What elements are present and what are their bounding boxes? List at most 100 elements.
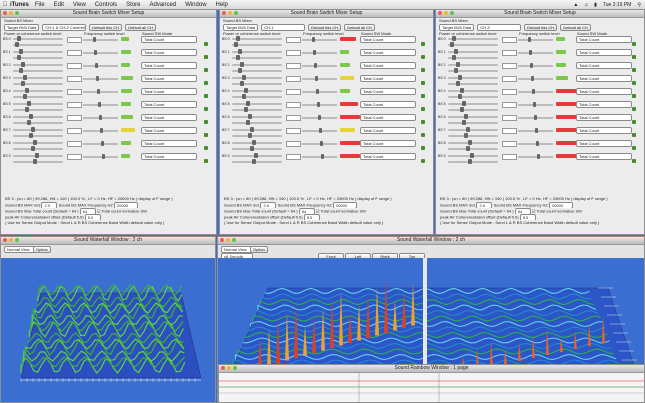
power-slider-low[interactable]	[232, 107, 282, 112]
power-value[interactable]	[286, 115, 301, 121]
freq-slider[interactable]	[518, 102, 553, 107]
rainbow-plot[interactable]	[219, 373, 645, 403]
power-slider[interactable]	[13, 140, 63, 145]
freq-slider[interactable]	[518, 115, 553, 120]
sw-mode-select[interactable]: Total Count	[360, 140, 416, 147]
sw-mode-select[interactable]: Total Count	[360, 62, 416, 69]
power-slider-low[interactable]	[232, 159, 282, 164]
minimize-button[interactable]	[228, 11, 232, 15]
sw-mode-select[interactable]: Total Count	[576, 127, 632, 134]
power-value[interactable]	[286, 76, 301, 82]
power-slider-low[interactable]	[448, 107, 498, 112]
minimize-button[interactable]	[444, 11, 448, 15]
power-slider-low[interactable]	[232, 81, 282, 86]
power-slider-low[interactable]	[13, 146, 63, 151]
normalize-checkbox[interactable]: ☑	[96, 208, 101, 214]
power-slider-low[interactable]	[448, 120, 498, 125]
power-slider[interactable]	[448, 114, 498, 119]
power-slider-low[interactable]	[13, 120, 63, 125]
power-value[interactable]	[67, 102, 82, 108]
sw-mode-select[interactable]: Total Count	[360, 153, 416, 160]
power-slider[interactable]	[13, 88, 63, 93]
freq-slider[interactable]	[83, 154, 118, 159]
minimize-button[interactable]	[9, 11, 13, 15]
power-value[interactable]	[286, 154, 301, 160]
power-slider[interactable]	[13, 114, 63, 119]
freq-slider[interactable]	[83, 141, 118, 146]
freq-slider[interactable]	[83, 76, 118, 81]
max-freq-input[interactable]: 20000	[548, 202, 573, 208]
sw-mode-select[interactable]: Total Count	[576, 140, 632, 147]
freq-slider[interactable]	[518, 63, 553, 68]
minimize-button[interactable]	[226, 238, 230, 242]
menu-help[interactable]: Help	[215, 1, 228, 8]
power-slider[interactable]	[232, 101, 282, 106]
sw-mode-select[interactable]: Total Count	[576, 153, 632, 160]
power-slider-low[interactable]	[13, 159, 63, 164]
freq-slider[interactable]	[518, 141, 553, 146]
sw-mode-select[interactable]: Total Count	[360, 75, 416, 82]
freq-slider[interactable]	[302, 89, 337, 94]
sw-mode-select[interactable]: Total Count	[360, 88, 416, 95]
power-slider-low[interactable]	[232, 120, 282, 125]
sw-mode-select[interactable]: Total Count	[576, 75, 632, 82]
max-freq-input[interactable]: 20000	[332, 202, 357, 208]
menu-window[interactable]: Window	[185, 1, 207, 8]
close-button[interactable]	[220, 238, 224, 242]
freq-slider[interactable]	[518, 37, 553, 42]
power-slider[interactable]	[13, 36, 63, 41]
power-value[interactable]	[67, 128, 82, 134]
menu-store[interactable]: Store	[126, 1, 141, 8]
freq-slider[interactable]	[83, 63, 118, 68]
menu-controls[interactable]: Controls	[94, 1, 118, 8]
power-slider-low[interactable]	[232, 68, 282, 73]
freq-slider[interactable]	[302, 37, 337, 42]
view-mode-select[interactable]: Normal View	[4, 246, 36, 253]
power-slider-low[interactable]	[448, 81, 498, 86]
power-slider[interactable]	[232, 114, 282, 119]
max-freq-input[interactable]: 20000	[113, 202, 138, 208]
power-value[interactable]	[502, 63, 517, 69]
zoom-button[interactable]	[234, 11, 238, 15]
sw-mode-select[interactable]: Total Count	[360, 101, 416, 108]
sw-mode-select[interactable]: Total Count	[141, 114, 197, 121]
power-value[interactable]	[502, 115, 517, 121]
freq-slider[interactable]	[518, 76, 553, 81]
power-value[interactable]	[67, 89, 82, 95]
sw-mode-select[interactable]: Total Count	[576, 88, 632, 95]
sw-mode-select[interactable]: Total Count	[360, 114, 416, 121]
sw-mode-select[interactable]: Total Count	[576, 114, 632, 121]
default-all-button[interactable]: Default all CH	[560, 23, 591, 31]
menu-advanced[interactable]: Advanced	[149, 1, 177, 8]
freq-slider[interactable]	[83, 89, 118, 94]
close-button[interactable]	[438, 11, 442, 15]
sw-mode-select[interactable]: Total Count	[141, 101, 197, 108]
power-value[interactable]	[502, 154, 517, 160]
power-slider-low[interactable]	[448, 42, 498, 47]
coherence-offset-input[interactable]: 5.0	[303, 214, 320, 220]
freq-slider[interactable]	[302, 102, 337, 107]
zoom-button[interactable]	[450, 11, 454, 15]
power-slider[interactable]	[232, 88, 282, 93]
default-ch-button[interactable]: Default this CH	[89, 23, 123, 31]
power-slider[interactable]	[448, 153, 498, 158]
power-slider[interactable]	[13, 127, 63, 132]
close-button[interactable]	[3, 238, 7, 242]
default-ch-button[interactable]: Default this CH	[308, 23, 342, 31]
sw-mode-select[interactable]: Total Count	[360, 36, 416, 43]
coherence-offset-input[interactable]: 5.0	[84, 214, 101, 220]
sw-mode-select[interactable]: Total Count	[576, 36, 632, 43]
view-mode-select[interactable]: Normal View	[221, 246, 253, 253]
power-slider[interactable]	[232, 140, 282, 145]
power-value[interactable]	[286, 89, 301, 95]
menu-edit[interactable]: Edit	[53, 1, 64, 8]
power-value[interactable]	[286, 37, 301, 43]
power-slider[interactable]	[232, 36, 282, 41]
minimize-button[interactable]	[9, 238, 13, 242]
power-slider-low[interactable]	[448, 55, 498, 60]
zoom-button[interactable]	[232, 238, 236, 242]
power-slider-low[interactable]	[13, 133, 63, 138]
menu-app-name[interactable]: iTunes	[10, 1, 29, 8]
power-value[interactable]	[67, 115, 82, 121]
power-slider[interactable]	[448, 62, 498, 67]
